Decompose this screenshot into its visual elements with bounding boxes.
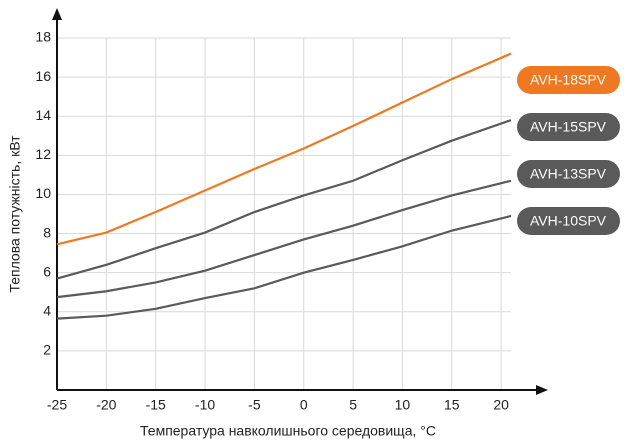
y-tick-label: 16 xyxy=(35,68,51,84)
x-tick-label: 0 xyxy=(300,397,308,413)
legend-swatch xyxy=(517,66,620,94)
series-line xyxy=(56,52,512,246)
legend-swatch xyxy=(517,113,620,141)
y-tick-label: 8 xyxy=(43,224,51,240)
x-tick-label: 10 xyxy=(395,397,411,413)
x-axis-label: Температура навколишнього середовища, °C xyxy=(140,423,436,439)
legend-label: AVH-13SPV xyxy=(530,166,607,182)
y-tick-label: 18 xyxy=(35,29,51,45)
x-tick-label: 15 xyxy=(444,397,460,413)
y-tick-label: 6 xyxy=(43,263,51,279)
x-tick-label: -20 xyxy=(96,397,116,413)
legend-swatch xyxy=(517,160,620,188)
y-tick-label: 10 xyxy=(35,185,51,201)
legend-swatch xyxy=(517,207,620,235)
y-tick-label: 12 xyxy=(35,146,51,162)
y-axis-label: Теплова потужність, кВт xyxy=(7,135,23,293)
legend-label: AVH-10SPV xyxy=(530,213,607,229)
x-tick-label: 20 xyxy=(493,397,509,413)
y-tick-label: 2 xyxy=(43,342,51,358)
x-tick-label: -25 xyxy=(47,397,67,413)
series-line xyxy=(56,214,512,320)
legend-label: AVH-15SPV xyxy=(530,119,607,135)
series-line xyxy=(56,119,512,280)
x-tick-label: 5 xyxy=(349,397,357,413)
y-axis-arrow xyxy=(52,8,62,20)
x-axis-arrow xyxy=(536,385,548,395)
y-tick-label: 4 xyxy=(43,302,51,318)
x-tick-label: -5 xyxy=(248,397,261,413)
series-line xyxy=(56,179,512,299)
y-tick-label: 14 xyxy=(35,107,51,123)
x-tick-label: -15 xyxy=(146,397,166,413)
x-tick-label: -10 xyxy=(195,397,215,413)
legend-label: AVH-18SPV xyxy=(530,72,607,88)
